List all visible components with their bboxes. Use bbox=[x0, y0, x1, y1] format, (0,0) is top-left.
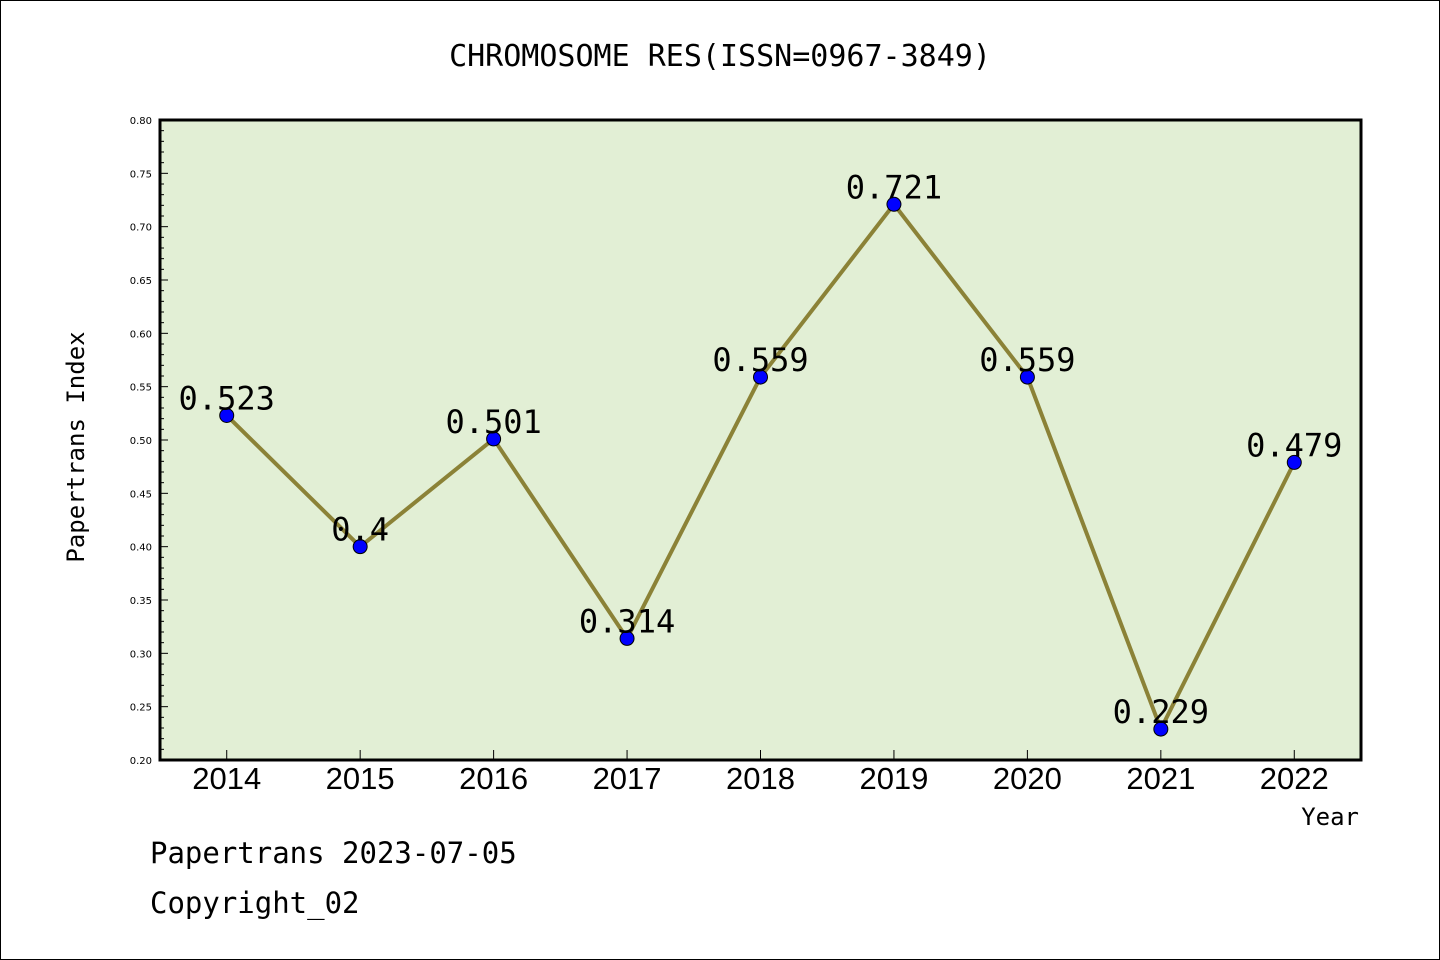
y-tick-label: 0.70 bbox=[130, 223, 152, 234]
y-tick-label: 0.30 bbox=[130, 649, 152, 660]
data-point bbox=[1153, 721, 1169, 737]
data-labels: 0.523 0.4 0.501 0.314 0.559 0.721 0.559 0.229 0.… bbox=[179, 168, 1343, 731]
data-point bbox=[352, 539, 368, 555]
data-label: 0.559 bbox=[979, 341, 1075, 379]
y-tick-label: 0.60 bbox=[130, 329, 152, 340]
y-tick-label: 0.65 bbox=[130, 276, 152, 287]
x-axis-label: Year bbox=[1301, 803, 1359, 831]
y-tick-label: 0.35 bbox=[130, 596, 152, 607]
plot-border bbox=[158, 118, 1363, 762]
footer-date: Papertrans 2023-07-05 bbox=[150, 836, 517, 870]
data-point bbox=[619, 630, 635, 646]
footer-copyright: Copyright_02 bbox=[150, 886, 360, 921]
chart-title: CHROMOSOME RES(ISSN=0967-3849) bbox=[449, 39, 991, 74]
data-point bbox=[1019, 369, 1035, 385]
x-tick-label: 2015 bbox=[326, 761, 395, 796]
y-tick-label: 0.45 bbox=[130, 489, 152, 500]
data-point bbox=[1286, 454, 1302, 470]
data-point bbox=[753, 369, 768, 385]
x-tick-label: 2016 bbox=[459, 761, 528, 796]
data-point bbox=[886, 196, 902, 212]
y-tick-label: 0.20 bbox=[130, 756, 152, 767]
y-tick-label: 0.75 bbox=[130, 169, 152, 180]
x-tick-label: 2017 bbox=[593, 761, 662, 796]
data-label: 0.229 bbox=[1113, 693, 1209, 731]
x-tick-label: 2020 bbox=[993, 761, 1062, 796]
x-tick-label: 2022 bbox=[1260, 761, 1329, 796]
data-point bbox=[219, 407, 235, 423]
y-tick-label: 0.80 bbox=[130, 116, 152, 127]
x-tick-label: 2018 bbox=[726, 761, 795, 796]
data-points bbox=[219, 196, 1302, 737]
x-tick-label: 2021 bbox=[1126, 761, 1195, 796]
data-label: 0.721 bbox=[846, 168, 942, 206]
plot-area bbox=[160, 120, 1361, 760]
data-point bbox=[486, 431, 502, 447]
y-tick-label: 0.25 bbox=[130, 703, 152, 714]
y-axis-label: Papertrans Index bbox=[62, 331, 90, 562]
y-tick-label: 0.55 bbox=[130, 383, 152, 394]
y-tick-label: 0.50 bbox=[130, 436, 152, 447]
x-tick-label: 2019 bbox=[859, 761, 928, 796]
data-label: 0.559 bbox=[712, 341, 808, 379]
data-label: 0.523 bbox=[179, 379, 275, 417]
data-label: 0.501 bbox=[445, 403, 541, 441]
data-label: 0.479 bbox=[1246, 426, 1342, 464]
x-axis: 2014 2015 2016 2017 2018 2019 2020 2021 2022 bbox=[192, 750, 1329, 796]
y-tick-label: 0.40 bbox=[130, 543, 152, 554]
data-label: 0.314 bbox=[579, 602, 675, 640]
x-tick-label: 2014 bbox=[192, 761, 261, 796]
data-label: 0.4 bbox=[331, 511, 389, 549]
